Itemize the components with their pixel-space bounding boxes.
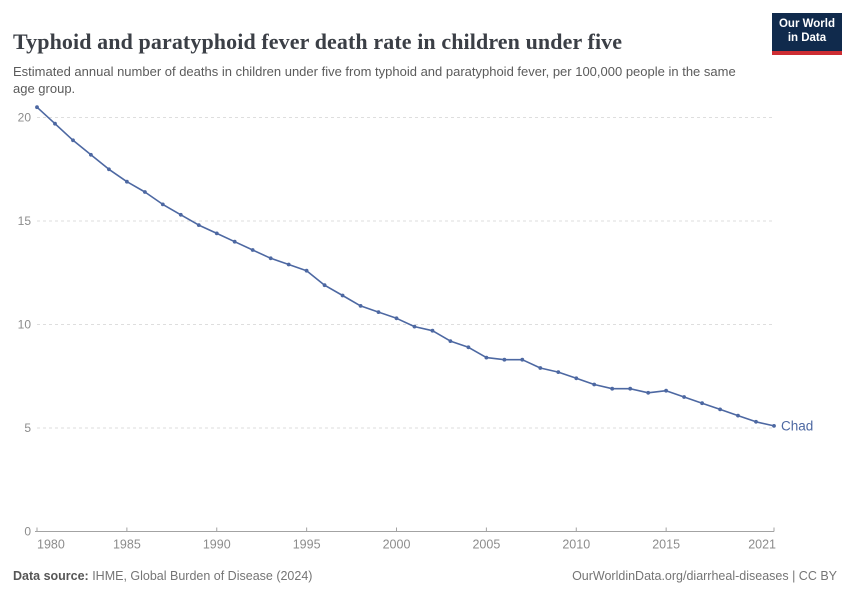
data-point[interactable] [484, 355, 489, 360]
owid-logo-text: Our World in Data [778, 18, 835, 44]
data-point[interactable] [466, 345, 471, 350]
x-axis-tick-label: 2015 [652, 538, 680, 552]
y-axis-tick-label: 15 [18, 214, 32, 228]
data-point[interactable] [718, 407, 722, 412]
data-source: Data source: IHME, Global Burden of Dise… [13, 569, 312, 583]
data-point[interactable] [610, 386, 615, 391]
y-axis-tick-label: 10 [18, 318, 32, 332]
data-point[interactable] [574, 376, 579, 381]
data-point[interactable] [71, 138, 75, 143]
data-point[interactable] [556, 370, 561, 374]
chart-canvas[interactable]: 0 5 10 15 20 1980 1985 1990 1995 2000 2005 2010 2015… [0, 0, 850, 560]
x-axis-tick-label: 1985 [113, 538, 141, 552]
data-point[interactable] [178, 212, 183, 217]
x-axis-tick-label: 2021 [748, 538, 776, 552]
attribution-link[interactable]: OurWorldinData.org/diarrheal-diseases | … [572, 569, 837, 583]
data-point[interactable] [322, 283, 327, 288]
data-point[interactable] [143, 190, 147, 194]
data-point[interactable] [196, 223, 201, 228]
y-axis-tick-label: 20 [18, 111, 32, 125]
data-point[interactable] [160, 202, 165, 207]
data-point[interactable] [358, 304, 363, 308]
data-source-text: IHME, Global Burden of Disease (2024) [88, 569, 313, 583]
x-axis-tick-label: 2010 [562, 538, 590, 552]
x-axis-tick-label: 2000 [383, 538, 411, 552]
data-source-label: Data source: [13, 569, 89, 583]
data-point[interactable] [520, 357, 525, 362]
data-point[interactable] [592, 382, 597, 387]
data-point[interactable] [376, 310, 381, 314]
data-point[interactable] [35, 105, 39, 110]
data-point[interactable] [250, 248, 255, 252]
chart-subtitle: Estimated annual number of deaths in chi… [13, 64, 736, 97]
y-axis-tick-label: 0 [24, 525, 31, 539]
chart-title: Typhoid and paratyphoid fever death rate… [13, 28, 623, 54]
data-point[interactable] [538, 366, 543, 370]
data-point[interactable] [412, 324, 417, 329]
data-point[interactable] [754, 419, 758, 424]
data-point[interactable] [772, 424, 776, 428]
data-point[interactable] [736, 413, 740, 418]
data-point[interactable] [53, 121, 57, 126]
data-point[interactable] [502, 357, 507, 362]
x-axis-tick-label: 2005 [472, 538, 500, 552]
owid-logo: Our World in Data [772, 13, 842, 55]
data-point[interactable] [430, 328, 435, 333]
data-point[interactable] [89, 152, 93, 157]
data-point[interactable] [107, 167, 111, 172]
data-point[interactable] [125, 179, 129, 184]
data-point[interactable] [628, 386, 633, 391]
data-point[interactable] [304, 268, 309, 273]
data-point[interactable] [286, 262, 291, 267]
data-point[interactable] [448, 339, 453, 343]
x-axis-tick-label: 1990 [203, 538, 231, 552]
footer: Data source: IHME, Global Burden of Dise… [0, 562, 850, 600]
entity-label[interactable]: Chad [781, 418, 813, 433]
x-axis-tick-label: 1995 [293, 538, 321, 552]
data-point[interactable] [664, 388, 668, 393]
data-point[interactable] [700, 401, 704, 406]
data-point[interactable] [214, 231, 219, 236]
data-point[interactable] [394, 316, 399, 321]
data-point[interactable] [232, 239, 237, 244]
data-point[interactable] [340, 293, 345, 298]
data-point[interactable] [268, 256, 273, 261]
line-series-chad[interactable] [36, 106, 775, 427]
data-point[interactable] [682, 395, 686, 399]
data-point[interactable] [646, 390, 651, 395]
x-axis-tick-label: 1980 [37, 538, 65, 552]
y-axis-tick-label: 5 [24, 421, 31, 435]
